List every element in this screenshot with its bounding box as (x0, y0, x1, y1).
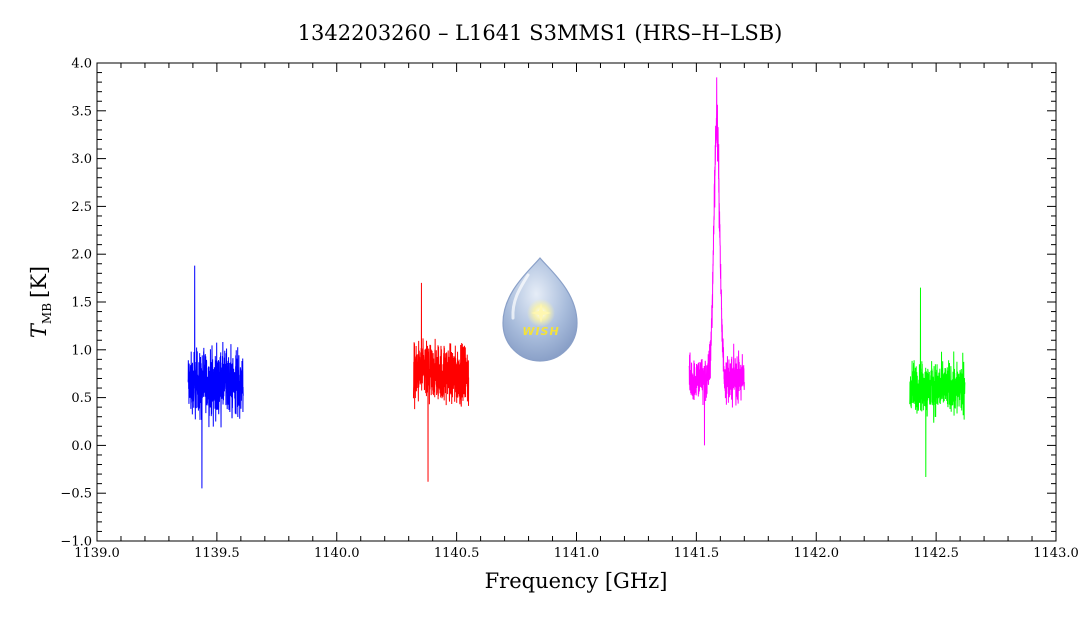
tick-layer: 1139.0 1139.5 1140.0 1140.5 1141.0 1141.5 1142… (60, 57, 1078, 562)
spectrum-series-3 (688, 77, 745, 446)
y-tick-label: −1.0 (60, 535, 92, 550)
spectrum-series-4 (909, 287, 966, 477)
logo-text: WISH (522, 325, 559, 338)
x-tick-label: 1139.5 (194, 546, 240, 561)
y-tick-label: 0.5 (71, 391, 92, 406)
plot-frame (96, 62, 1057, 542)
y-axis-label-sub: MB (40, 303, 54, 324)
y-tick-label: 3.5 (71, 104, 92, 119)
y-tick-label: −0.5 (60, 487, 92, 502)
wish-logo: WISH (502, 257, 578, 362)
y-tick-label: 2.5 (71, 200, 92, 215)
x-tick-label: 1140.0 (314, 546, 360, 561)
y-tick-label: 0.0 (71, 439, 92, 454)
spectrum-series-1 (187, 265, 244, 489)
y-tick-label: 4.0 (71, 57, 92, 72)
y-axis-label: TMB [K] (27, 266, 54, 338)
y-axis-label-main: T (27, 322, 51, 338)
x-tick-label: 1140.5 (434, 546, 480, 561)
x-tick-label: 1143.0 (1033, 546, 1079, 561)
svg-text:TMB[K]: TMB [K] (27, 266, 54, 338)
x-tick-label: 1141.0 (554, 546, 600, 561)
x-tick-label: 1142.5 (913, 546, 959, 561)
chart-title: 1342203260 – L1641 S3MMS1 (HRS–H–LSB) (298, 21, 783, 45)
x-tick-label: 1139.0 (74, 546, 120, 561)
y-tick-label: 3.0 (71, 152, 92, 167)
y-tick-label: 1.5 (71, 296, 92, 311)
y-tick-label: 2.0 (71, 248, 92, 263)
x-tick-label: 1142.0 (794, 546, 840, 561)
y-tick-label: 1.0 (71, 343, 92, 358)
y-axis-label-unit: [K] (27, 266, 51, 298)
x-axis-label: Frequency [GHz] (485, 569, 668, 593)
spectrum-series-2 (412, 282, 470, 482)
x-tick-label: 1141.5 (674, 546, 720, 561)
series-layer (187, 77, 966, 489)
